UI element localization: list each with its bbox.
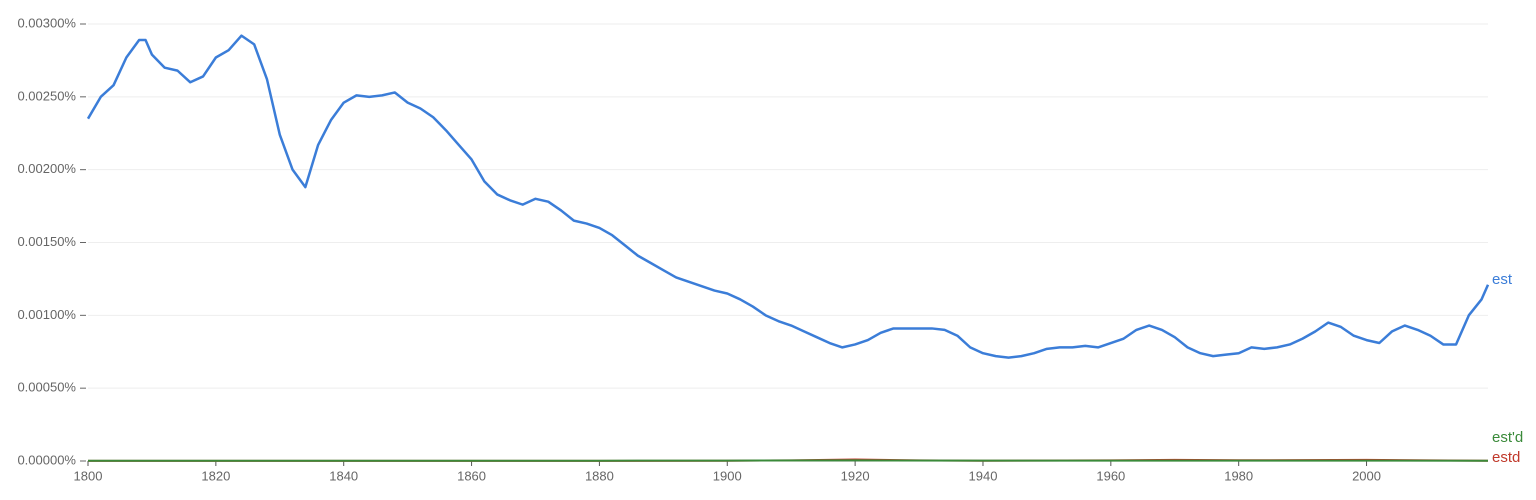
series-label: estd	[1492, 449, 1520, 466]
y-tick-label: 0.00150%	[17, 234, 76, 249]
y-tick-label: 0.00300%	[17, 15, 76, 30]
x-tick-label: 1980	[1224, 468, 1253, 483]
x-tick-label: 1920	[841, 468, 870, 483]
x-tick-label: 1860	[457, 468, 486, 483]
series-label: est	[1492, 271, 1513, 288]
y-tick-label: 0.00050%	[17, 380, 76, 395]
x-tick-label: 1940	[969, 468, 998, 483]
y-tick-label: 0.00250%	[17, 88, 76, 103]
y-tick-label: 0.00000%	[17, 452, 76, 467]
x-tick-label: 1960	[1096, 468, 1125, 483]
x-tick-label: 1800	[74, 468, 103, 483]
line	[88, 36, 1488, 358]
y-tick-label: 0.00100%	[17, 307, 76, 322]
x-tick-label: 1840	[329, 468, 358, 483]
x-tick-label: 2000	[1352, 468, 1381, 483]
x-tick-label: 1820	[201, 468, 230, 483]
series-label: est'd	[1492, 429, 1523, 446]
y-tick-label: 0.00200%	[17, 161, 76, 176]
x-tick-label: 1880	[585, 468, 614, 483]
x-tick-label: 1900	[713, 468, 742, 483]
